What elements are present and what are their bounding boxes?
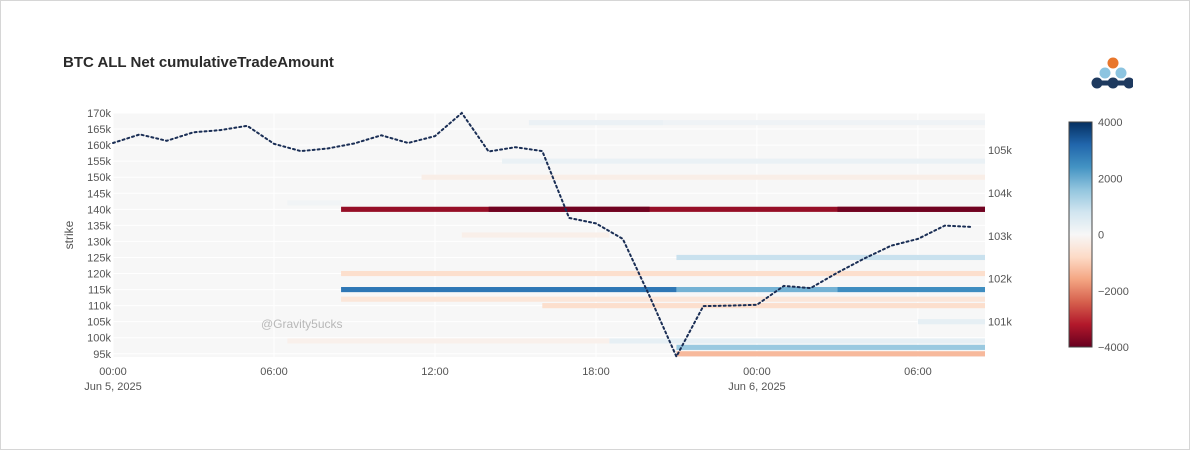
y2-tick-label: 105k: [988, 145, 1012, 157]
x-tick-label: 18:00: [582, 366, 610, 378]
x-tick-date-label: Jun 5, 2025: [84, 381, 142, 393]
heatmap-cell: [502, 158, 985, 164]
y-tick-label: 165k: [87, 124, 111, 136]
y2-tick-label: 102k: [988, 274, 1012, 286]
y-tick-label: 95k: [93, 349, 111, 361]
y-tick-label: 120k: [87, 269, 111, 281]
y-tick-label: 130k: [87, 236, 111, 248]
y-tick-label: 135k: [87, 220, 111, 232]
y-tick-label: 115k: [88, 285, 112, 297]
y2-tick-label: 103k: [988, 231, 1012, 243]
colorbar-tick-label: −4000: [1098, 342, 1129, 354]
heatmap-cell: [676, 351, 985, 357]
heatmap-cell: [676, 344, 985, 350]
y-axis-ticks: 95k 100k 105k 110k 115k 120k 125k 130k 135k 140k 1…: [87, 108, 111, 361]
heatmap-cell: [528, 120, 664, 126]
y-tick-label: 155k: [87, 156, 111, 168]
colorbar-tick-label: 4000: [1098, 117, 1122, 129]
heatmap-cells: [287, 120, 985, 357]
colorbar-tick-label: 2000: [1098, 173, 1122, 185]
heatmap-cell: [287, 338, 610, 344]
x-tick-label: 00:00: [99, 366, 127, 378]
y-tick-label: 160k: [87, 140, 111, 152]
y-tick-label: 125k: [87, 252, 111, 264]
heatmap-cell: [341, 206, 985, 212]
colorbar-tick-label: 0: [1098, 230, 1104, 242]
heatmap-cell: [341, 296, 985, 302]
heatmap-cell: [341, 270, 985, 277]
colorbar-tick-label: −2000: [1098, 286, 1129, 298]
y-tick-label: 150k: [87, 172, 111, 184]
x-axis-ticks: 00:00 Jun 5, 2025 06:00 12:00 18:00 00:00 Jun …: [84, 366, 931, 393]
x-tick-label: 00:00: [743, 366, 771, 378]
x-tick-label: 06:00: [904, 366, 932, 378]
price-line-path: [112, 111, 973, 359]
x-tick-date-label: Jun 6, 2025: [728, 381, 786, 393]
x-tick-label: 06:00: [260, 366, 288, 378]
y-tick-label: 105k: [87, 317, 111, 329]
y-tick-label: 140k: [87, 204, 111, 216]
heatmap-cell: [917, 319, 985, 325]
heatmap-cell: [837, 287, 985, 293]
heatmap-cell: [837, 206, 985, 212]
y-tick-label: 100k: [87, 333, 111, 345]
heatmap-cell: [663, 120, 985, 126]
chart-title: BTC ALL Net cumulativeTradeAmount: [63, 54, 334, 71]
y2-tick-label: 104k: [988, 188, 1012, 200]
y-tick-label: 170k: [87, 108, 111, 120]
heatmap-cell: [287, 200, 342, 206]
x-tick-label: 12:00: [421, 366, 449, 378]
y-tick-label: 110k: [88, 301, 112, 313]
y2-axis-ticks: 101k 102k 103k 104k 105k: [988, 145, 1012, 328]
heatmap-cell: [676, 254, 985, 261]
heatmap-cell: [341, 287, 677, 293]
y-tick-label: 145k: [87, 188, 111, 200]
y-axis-label: strike: [62, 220, 76, 249]
y2-tick-label: 101k: [988, 316, 1012, 328]
heatmap-cell: [676, 287, 838, 293]
heatmap-cell: [488, 206, 650, 212]
price-line: [112, 111, 973, 359]
brand-logo-icon: [1091, 57, 1133, 89]
heatmap-cell: [542, 303, 985, 309]
heatmap-cell: [461, 232, 610, 238]
heatmap-cell: [421, 174, 985, 180]
heatmap-cell: [609, 338, 985, 344]
colorbar-ticks: 4000 2000 0 −2000 −4000: [1098, 117, 1129, 354]
colorbar: [1068, 121, 1093, 348]
watermark-annotation: @Gravity5ucks: [261, 317, 343, 331]
